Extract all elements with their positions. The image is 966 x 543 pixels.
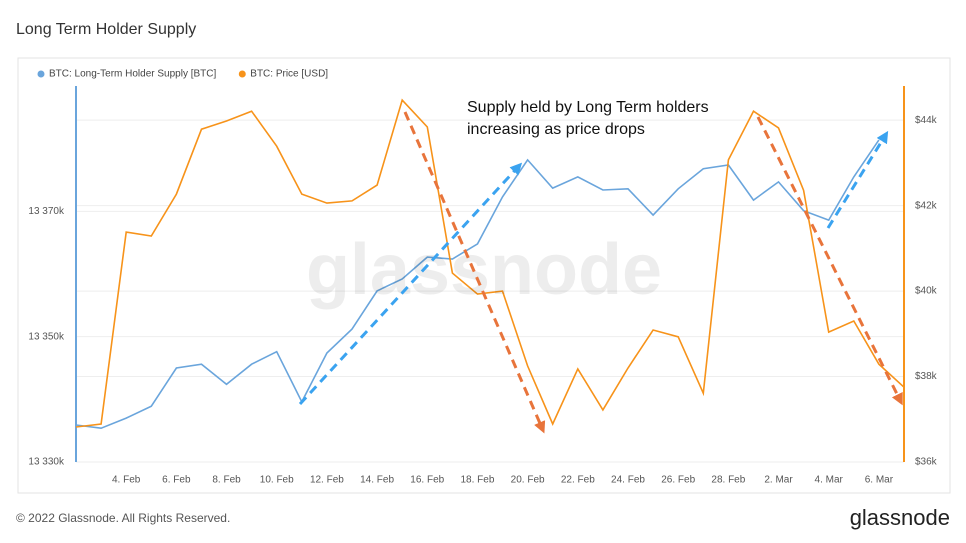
footer: © 2022 Glassnode. All Rights Reserved. bbox=[16, 511, 230, 525]
arrow bbox=[826, 130, 889, 229]
x-tick-label: 18. Feb bbox=[460, 475, 494, 486]
chart-title: Long Term Holder Supply bbox=[16, 21, 196, 38]
x-tick-label: 8. Feb bbox=[212, 475, 241, 486]
watermark: glassnode bbox=[306, 230, 662, 310]
x-tick-label: 22. Feb bbox=[561, 475, 595, 486]
series-line bbox=[75, 139, 880, 430]
plot-area: 13 330k 13 350k 13 370k $36k $38k $40k $42k $44… bbox=[28, 86, 938, 486]
y2-tick-label: $44k bbox=[915, 115, 938, 126]
chart-frame bbox=[17, 57, 951, 494]
x-tick-label: 20. Feb bbox=[511, 475, 545, 486]
y2-tick-label: $36k bbox=[915, 457, 938, 468]
y2-tick-label: $40k bbox=[915, 286, 938, 297]
series-line bbox=[75, 98, 905, 428]
x-tick-label: 6. Feb bbox=[162, 475, 191, 486]
annotation: increasing as price drops bbox=[467, 121, 645, 138]
x-tick-label: 14. Feb bbox=[360, 475, 394, 486]
x-tick-label: 6. Mar bbox=[865, 475, 894, 486]
legend-label: BTC: Long-Term Holder Supply [BTC] bbox=[49, 69, 217, 80]
x-tick-label: 24. Feb bbox=[611, 475, 645, 486]
x-tick-label: 4. Mar bbox=[815, 475, 844, 486]
y-tick-label: 13 370k bbox=[28, 206, 65, 217]
arrow bbox=[756, 116, 903, 406]
annotation: Supply held by Long Term holders bbox=[467, 99, 709, 116]
brand-logo: glassnode bbox=[850, 505, 950, 530]
legend-marker bbox=[37, 70, 45, 78]
legend-label: BTC: Price [USD] bbox=[250, 69, 328, 80]
arrow bbox=[298, 162, 523, 406]
y-tick-label: 13 330k bbox=[28, 457, 65, 468]
x-tick-label: 10. Feb bbox=[260, 475, 294, 486]
y-tick-label: 13 350k bbox=[28, 331, 65, 342]
x-tick-label: 28. Feb bbox=[711, 475, 745, 486]
y2-tick-label: $42k bbox=[915, 200, 938, 211]
legend-marker bbox=[238, 70, 246, 78]
x-tick-label: 16. Feb bbox=[410, 475, 444, 486]
x-tick-label: 4. Feb bbox=[112, 475, 141, 486]
x-tick-label: 2. Mar bbox=[764, 475, 793, 486]
y2-tick-label: $38k bbox=[915, 371, 938, 382]
x-tick-label: 26. Feb bbox=[661, 475, 695, 486]
x-tick-label: 12. Feb bbox=[310, 475, 344, 486]
arrow bbox=[403, 111, 546, 434]
